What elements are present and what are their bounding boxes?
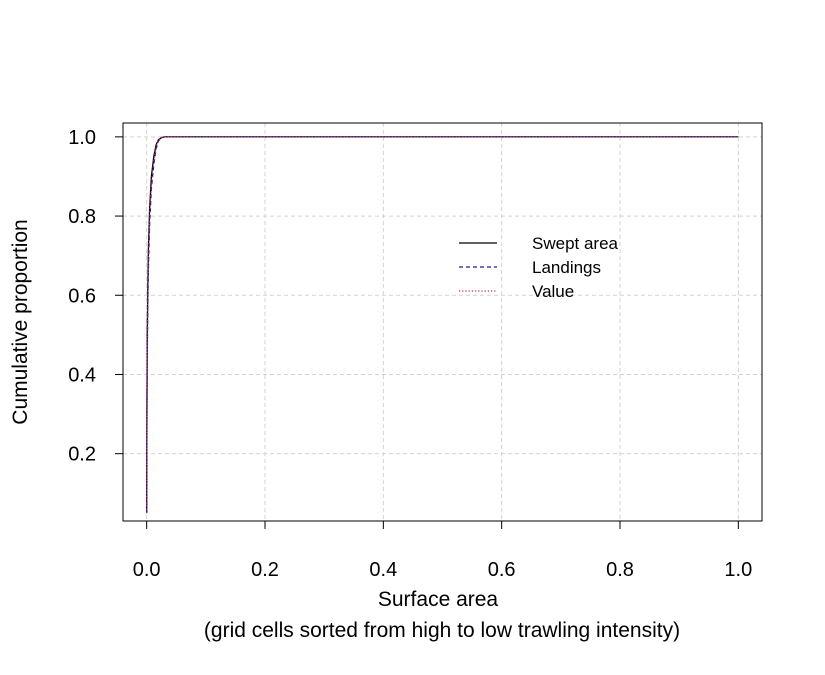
y-tick-label: 0.6 — [68, 285, 96, 307]
x-axis: 0.0 0.2 0.4 0.6 0.8 1.0 — [133, 521, 752, 581]
y-axis: 0.2 0.4 0.6 0.8 1.0 — [68, 127, 123, 466]
x-tick-label: 0.6 — [488, 559, 516, 581]
series-line-landings — [146, 136, 739, 514]
y-axis-title: Cumulative proportion — [9, 219, 32, 424]
x-axis-subtitle: (grid cells sorted from high to low traw… — [204, 619, 680, 642]
series-lines — [146, 136, 739, 514]
series-line-value — [146, 136, 739, 514]
x-tick-label: 0.4 — [369, 559, 397, 581]
y-tick-label: 0.4 — [68, 364, 96, 386]
legend: Swept area Landings Value — [459, 234, 619, 301]
y-tick-label: 0.2 — [68, 444, 96, 466]
x-axis-title: Surface area — [378, 588, 499, 611]
x-tick-label: 1.0 — [724, 559, 752, 581]
plot-frame — [122, 122, 763, 522]
x-tick-label: 0.0 — [133, 559, 161, 581]
x-tick-label: 0.2 — [251, 559, 279, 581]
x-tick-label: 0.8 — [606, 559, 634, 581]
y-tick-label: 1.0 — [68, 127, 96, 149]
y-tick-label: 0.8 — [68, 206, 96, 228]
legend-label: Swept area — [532, 234, 619, 253]
legend-label: Landings — [532, 258, 601, 277]
legend-label: Value — [532, 282, 574, 301]
